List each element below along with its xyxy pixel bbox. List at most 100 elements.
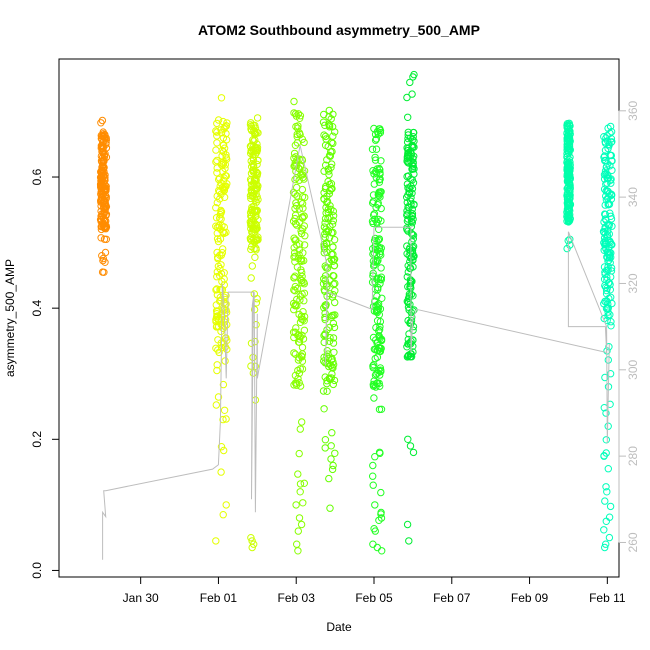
data-point bbox=[294, 375, 302, 383]
data-point bbox=[217, 270, 226, 278]
data-point bbox=[290, 305, 298, 314]
data-point bbox=[213, 198, 222, 207]
data-point bbox=[294, 547, 302, 555]
data-point bbox=[325, 362, 333, 371]
y2-tick-label: 360 bbox=[626, 100, 640, 120]
data-point bbox=[565, 160, 573, 169]
data-point bbox=[608, 222, 616, 230]
data-point bbox=[331, 287, 339, 295]
y2-tick-label: 320 bbox=[626, 273, 640, 293]
y2-tick-label: 260 bbox=[626, 532, 640, 552]
data-point bbox=[603, 170, 611, 179]
data-point bbox=[319, 118, 328, 126]
data-point bbox=[298, 418, 306, 426]
data-point bbox=[296, 488, 304, 496]
data-point bbox=[290, 349, 298, 357]
data-point bbox=[254, 216, 262, 224]
y2-tick-label: 280 bbox=[626, 446, 640, 466]
data-point bbox=[321, 302, 330, 310]
y2-series-line bbox=[102, 145, 610, 560]
data-point bbox=[329, 139, 337, 148]
data-point bbox=[98, 268, 107, 276]
data-point bbox=[251, 180, 259, 188]
data-point bbox=[565, 135, 574, 143]
y-axis: 0.0 0.2 0.4 0.6 bbox=[30, 168, 60, 579]
data-point bbox=[252, 198, 261, 206]
x-tick-label: Feb 03 bbox=[278, 591, 316, 605]
data-point bbox=[325, 170, 333, 179]
data-point bbox=[213, 285, 221, 293]
data-point bbox=[600, 218, 608, 226]
data-point bbox=[217, 443, 226, 451]
data-point bbox=[99, 148, 107, 156]
data-point bbox=[222, 415, 230, 423]
data-point bbox=[323, 347, 331, 355]
data-point bbox=[372, 307, 381, 316]
data-point bbox=[565, 121, 573, 129]
data-point bbox=[602, 162, 611, 171]
data-point bbox=[604, 422, 612, 430]
data-point bbox=[327, 180, 336, 188]
data-point bbox=[98, 135, 106, 143]
data-point bbox=[327, 313, 336, 321]
data-point bbox=[602, 134, 610, 142]
data-point bbox=[404, 113, 412, 122]
data-point bbox=[409, 231, 418, 239]
data-point bbox=[218, 183, 227, 192]
data-point bbox=[374, 236, 383, 244]
data-point bbox=[219, 141, 228, 149]
data-point bbox=[409, 136, 417, 144]
data-point bbox=[323, 326, 331, 334]
data-point bbox=[330, 236, 339, 244]
data-point bbox=[403, 210, 411, 218]
data-point bbox=[217, 206, 225, 215]
data-point bbox=[300, 241, 309, 249]
data-point bbox=[300, 479, 308, 487]
data-point bbox=[602, 216, 610, 224]
data-point bbox=[290, 286, 298, 294]
series-7 bbox=[563, 119, 575, 253]
data-point bbox=[327, 138, 336, 147]
data-point bbox=[377, 264, 385, 272]
data-point bbox=[409, 73, 417, 81]
data-point bbox=[252, 321, 260, 329]
data-point bbox=[248, 220, 256, 228]
data-point bbox=[291, 175, 299, 184]
data-point bbox=[99, 256, 107, 265]
data-point bbox=[370, 249, 378, 257]
data-point bbox=[564, 148, 573, 157]
data-point bbox=[406, 78, 414, 87]
data-point bbox=[374, 256, 382, 265]
data-point bbox=[408, 90, 416, 98]
data-point bbox=[219, 415, 227, 424]
data-point bbox=[249, 154, 257, 162]
data-point bbox=[289, 328, 298, 336]
data-point bbox=[408, 247, 417, 255]
data-point bbox=[372, 323, 380, 332]
data-point bbox=[291, 236, 299, 244]
data-point bbox=[373, 543, 381, 552]
data-point bbox=[321, 276, 329, 285]
data-point bbox=[300, 280, 308, 288]
data-point bbox=[249, 121, 258, 130]
data-point bbox=[97, 202, 105, 210]
data-point bbox=[406, 442, 415, 450]
data-point bbox=[408, 230, 416, 239]
data-point bbox=[321, 214, 330, 223]
data-point bbox=[326, 152, 334, 160]
data-point bbox=[98, 252, 106, 260]
data-point bbox=[101, 187, 110, 196]
data-point bbox=[253, 172, 261, 180]
data-point bbox=[328, 370, 336, 378]
data-point bbox=[293, 540, 301, 548]
data-point bbox=[375, 235, 383, 243]
data-point bbox=[249, 191, 257, 200]
data-point bbox=[100, 157, 108, 166]
data-point bbox=[605, 533, 614, 542]
series-2 bbox=[246, 114, 262, 552]
data-point bbox=[329, 110, 337, 119]
data-point bbox=[602, 517, 610, 525]
data-point bbox=[248, 262, 257, 270]
data-point bbox=[604, 201, 612, 209]
data-point bbox=[321, 373, 329, 381]
